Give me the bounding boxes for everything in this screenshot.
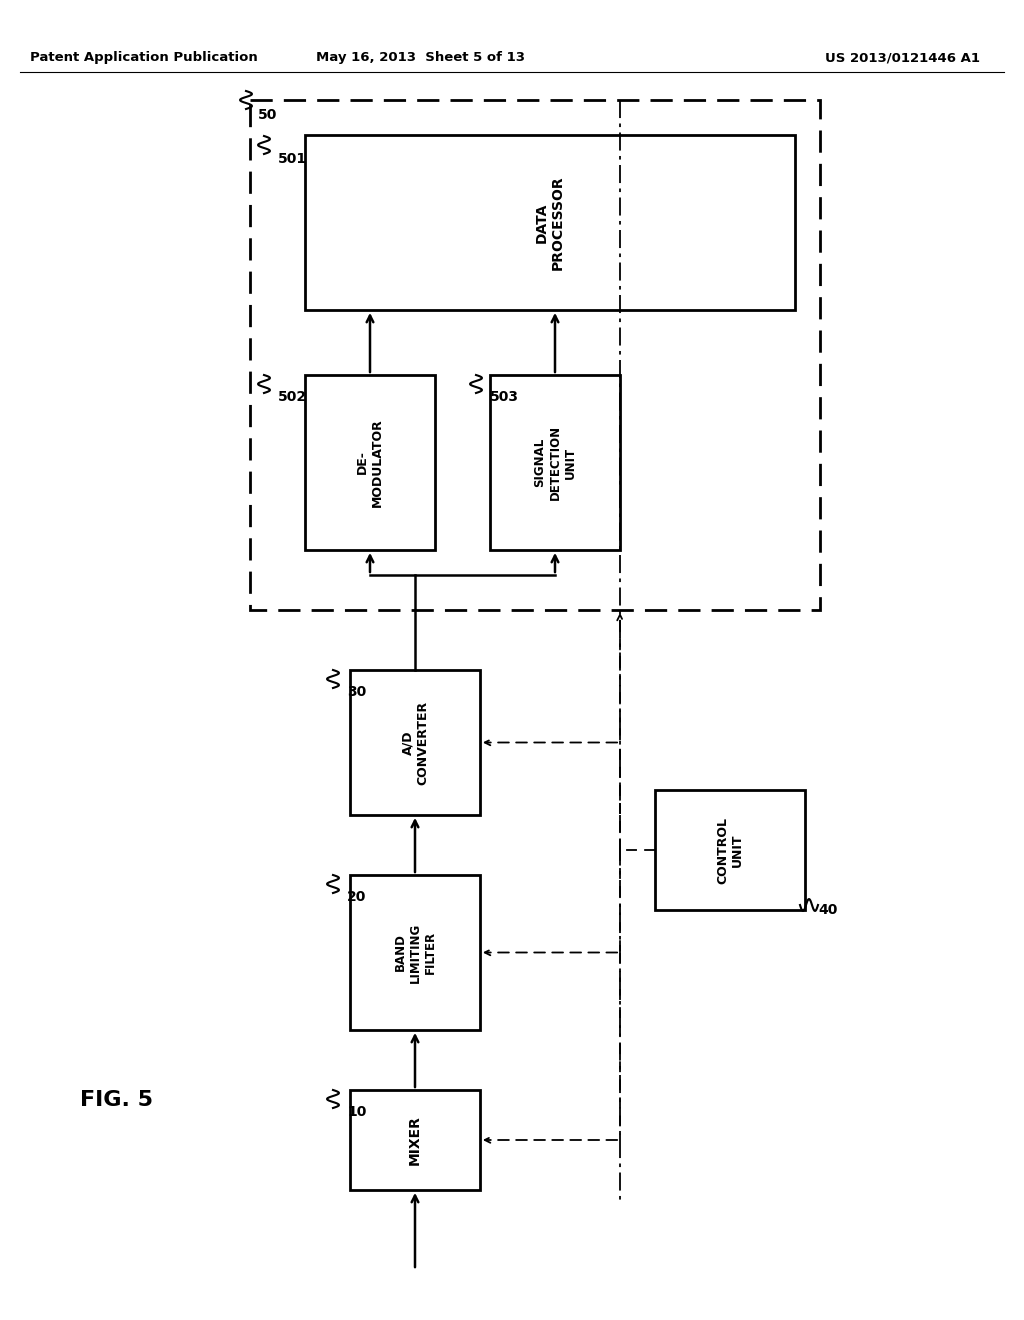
Text: CONTROL
UNIT: CONTROL UNIT xyxy=(716,817,744,883)
Text: 30: 30 xyxy=(347,685,367,700)
Bar xyxy=(305,135,795,310)
Text: SIGNAL
DETECTION
UNIT: SIGNAL DETECTION UNIT xyxy=(534,425,577,500)
Text: FIG. 5: FIG. 5 xyxy=(80,1090,153,1110)
Text: 502: 502 xyxy=(278,389,307,404)
Text: May 16, 2013  Sheet 5 of 13: May 16, 2013 Sheet 5 of 13 xyxy=(315,51,524,65)
Text: 40: 40 xyxy=(818,903,838,917)
Bar xyxy=(305,375,435,550)
Text: 503: 503 xyxy=(490,389,519,404)
Text: DE-
MODULATOR: DE- MODULATOR xyxy=(356,418,384,507)
Bar xyxy=(655,789,805,909)
Text: MIXER: MIXER xyxy=(408,1115,422,1166)
Bar xyxy=(490,375,620,550)
Text: 50: 50 xyxy=(258,108,278,121)
Text: US 2013/0121446 A1: US 2013/0121446 A1 xyxy=(825,51,980,65)
Text: DATA
PROCESSOR: DATA PROCESSOR xyxy=(535,176,565,269)
Text: A/D
CONVERTER: A/D CONVERTER xyxy=(401,701,429,784)
Bar xyxy=(350,671,480,814)
Text: 20: 20 xyxy=(347,890,367,904)
Text: BAND
LIMITING
FILTER: BAND LIMITING FILTER xyxy=(393,923,436,982)
Bar xyxy=(250,100,820,610)
Text: Patent Application Publication: Patent Application Publication xyxy=(30,51,258,65)
Text: 501: 501 xyxy=(278,152,307,166)
Text: 10: 10 xyxy=(347,1105,367,1119)
Bar xyxy=(350,1090,480,1191)
Bar xyxy=(350,875,480,1030)
